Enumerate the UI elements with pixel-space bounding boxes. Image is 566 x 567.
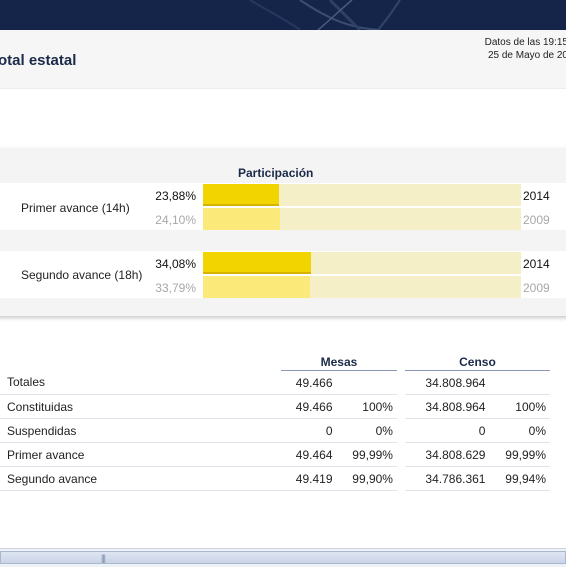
stats-mesas-pct: 0% [336,418,397,443]
stats-censo-pct: 0% [489,418,550,443]
participation-heading: Participación [238,166,314,180]
bar-previous [203,208,280,230]
stats-table: Mesas Censo Totales 49.466 34.808.964 Co… [0,354,550,491]
stats-row: Segundo avance 49.419 99,90% 34.786.361 … [0,466,550,491]
timestamp-date: 25 de Mayo de 20 [487,50,566,61]
stats-censo-pct: 99,94% [489,466,550,491]
participation-previous-pct: 24,10% [155,213,196,227]
stats-censo-pct [489,370,550,395]
bar-current [203,184,279,206]
year-current: 2014 [523,189,550,203]
stats-gap [397,371,405,395]
page-title: otal estatal [0,52,77,69]
bar-track-current [203,184,521,206]
bar-track-previous [203,276,521,298]
stats-censo-value: 0 [404,418,490,443]
stats-header-mesas: Mesas [281,354,397,371]
stats-gap [397,395,405,419]
stats-gap [397,419,405,443]
stats-mesas-pct: 99,90% [336,466,397,491]
banner-decoration [249,0,401,30]
participation-previous-pct: 33,79% [155,281,196,295]
year-previous: 2009 [523,281,550,295]
stats-header-row: Mesas Censo [0,354,550,371]
horizontal-scrollbar[interactable]: ||| [0,548,566,567]
stats-header-censo: Censo [404,354,550,371]
stats-censo-value: 34.808.629 [404,442,490,467]
stats-mesas-pct: 100% [336,394,397,419]
stats-gap [397,467,405,491]
bar-track-current [203,252,521,274]
bar-track-previous [203,208,521,230]
bar-previous [203,276,311,298]
stats-mesas-value: 0 [281,418,337,443]
stats-mesas-value: 49.466 [281,370,337,395]
stats-row-label: Suspendidas [0,418,281,443]
participation-current-pct: 34,08% [155,257,196,271]
stats-mesas-value: 49.466 [281,394,337,419]
title-bar: otal estatal Datos de las 19:15 25 de Ma… [0,30,566,89]
stats-censo-pct: 99,99% [489,442,550,467]
stats-row: Constituidas 49.466 100% 34.808.964 100% [0,394,550,419]
stats-censo-value: 34.786.361 [404,466,490,491]
stats-mesas-pct: 99,99% [336,442,397,467]
stats-row: Suspendidas 0 0% 0 0% [0,418,550,443]
stats-row: Primer avance 49.464 99,99% 34.808.629 9… [0,442,550,467]
participation-current-pct: 23,88% [155,189,196,203]
stats-censo-value: 34.808.964 [404,370,490,395]
participation-row-label: Segundo avance (18h) [21,268,143,282]
participation-row-label: Primer avance (14h) [21,201,130,215]
stats-header-blank [0,354,281,371]
scrollbar-thumb[interactable]: ||| [0,551,566,564]
scrollbar-grip-icon: ||| [101,553,106,563]
stats-mesas-value: 49.464 [281,442,337,467]
stats-row-label: Primer avance [0,442,281,467]
header-banner [0,0,566,30]
stats-row-label: Constituidas [0,394,281,419]
stats-mesas-value: 49.419 [281,466,337,491]
stats-mesas-pct [336,370,397,395]
stats-censo-value: 34.808.964 [404,394,490,419]
year-current: 2014 [523,257,550,271]
data-timestamp: Datos de las 19:15 25 de Mayo de 20 [485,36,566,62]
year-previous: 2009 [523,213,550,227]
timestamp-time: Datos de las 19:15 [484,37,566,48]
bar-current [203,252,312,274]
stats-row: Totales 49.466 34.808.964 [0,370,550,395]
stats-row-label: Segundo avance [0,466,281,491]
stats-censo-pct: 100% [489,394,550,419]
stats-gap [397,443,405,467]
stats-header-gap [397,354,405,371]
stats-row-label: Totales [0,370,281,395]
